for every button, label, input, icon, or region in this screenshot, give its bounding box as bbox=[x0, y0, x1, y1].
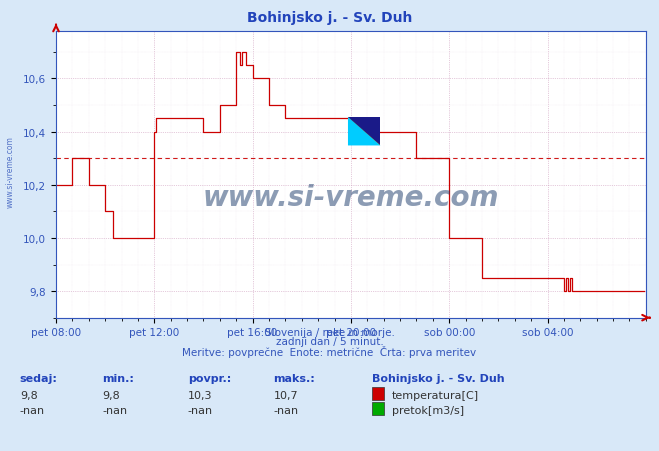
Text: -nan: -nan bbox=[273, 405, 299, 414]
Text: www.si-vreme.com: www.si-vreme.com bbox=[5, 135, 14, 207]
Text: 10,7: 10,7 bbox=[273, 390, 298, 400]
Text: Bohinjsko j. - Sv. Duh: Bohinjsko j. - Sv. Duh bbox=[372, 373, 505, 383]
Text: Meritve: povprečne  Enote: metrične  Črta: prva meritev: Meritve: povprečne Enote: metrične Črta:… bbox=[183, 345, 476, 357]
Text: temperatura[C]: temperatura[C] bbox=[392, 391, 479, 400]
Polygon shape bbox=[348, 118, 380, 146]
Bar bbox=[348, 118, 380, 146]
Text: 9,8: 9,8 bbox=[102, 390, 120, 400]
Text: Slovenija / reke in morje.: Slovenija / reke in morje. bbox=[264, 327, 395, 337]
Text: povpr.:: povpr.: bbox=[188, 373, 231, 383]
Text: -nan: -nan bbox=[188, 405, 213, 414]
Text: sedaj:: sedaj: bbox=[20, 373, 57, 383]
Text: min.:: min.: bbox=[102, 373, 134, 383]
Text: 10,3: 10,3 bbox=[188, 390, 212, 400]
Text: www.si-vreme.com: www.si-vreme.com bbox=[203, 184, 499, 212]
Text: pretok[m3/s]: pretok[m3/s] bbox=[392, 405, 464, 415]
Text: zadnji dan / 5 minut.: zadnji dan / 5 minut. bbox=[275, 336, 384, 346]
Text: maks.:: maks.: bbox=[273, 373, 315, 383]
Text: 9,8: 9,8 bbox=[20, 390, 38, 400]
Text: Bohinjsko j. - Sv. Duh: Bohinjsko j. - Sv. Duh bbox=[247, 11, 412, 25]
Text: -nan: -nan bbox=[102, 405, 127, 414]
Text: -nan: -nan bbox=[20, 405, 45, 414]
Polygon shape bbox=[348, 118, 380, 146]
